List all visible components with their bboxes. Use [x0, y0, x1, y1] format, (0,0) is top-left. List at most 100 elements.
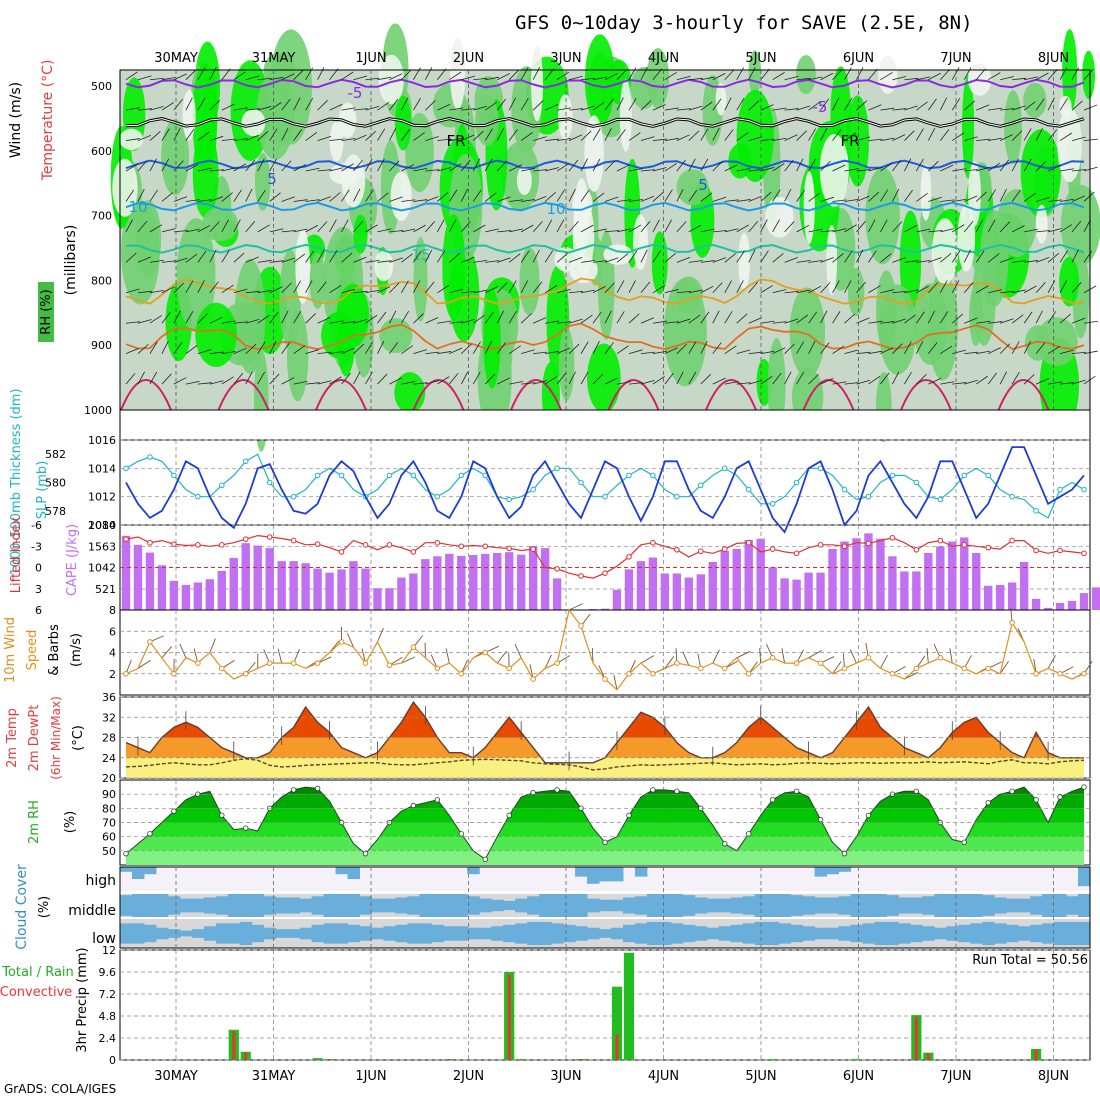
upper-wind-barb: [820, 160, 831, 172]
surface-wind-barb: [640, 655, 655, 664]
upper-wind-barb: [329, 351, 344, 355]
upper-wind-barb: [580, 289, 595, 294]
cape-bar: [1067, 600, 1077, 610]
cape-bar: [648, 557, 658, 610]
upper-wind-barb: [508, 129, 518, 141]
date-label-bottom: 2JUN: [453, 1069, 484, 1084]
surface-wind-barb: [849, 649, 857, 664]
cloud-cell: [467, 927, 480, 940]
wind-speed-line-point: [817, 660, 824, 666]
upper-wind-barb: [329, 284, 342, 294]
upper-wind-barb: [197, 349, 212, 355]
cloud-cell: [215, 923, 229, 944]
temp-contour-20: [125, 277, 1085, 305]
cape-bar: [912, 571, 921, 610]
upper-wind-barb: [976, 138, 991, 141]
rh-patch: [379, 318, 413, 354]
pressure-tick: 600: [91, 145, 112, 158]
cape-bar: [960, 537, 969, 610]
upper-wind-barb: [820, 127, 828, 141]
cloud-cell: [634, 896, 648, 915]
cloud-cell: [527, 921, 540, 946]
upper-wind-barb: [317, 221, 328, 233]
precip-total-bar: [611, 986, 623, 1060]
upper-wind-barb: [533, 136, 547, 141]
cloud-high-cell: [826, 867, 840, 875]
cloud-cell: [551, 923, 564, 944]
pressure-tick: 1000: [84, 404, 112, 417]
temp-contour-30: [900, 379, 952, 411]
upper-wind-barb: [496, 98, 506, 111]
upper-wind-barb: [389, 230, 404, 233]
cloud-cell: [814, 897, 828, 914]
cloud-cell: [994, 923, 1007, 944]
upper-wind-barb: [149, 224, 163, 233]
upper-wind-barb: [149, 158, 157, 172]
upper-wind-barb: [1071, 195, 1086, 202]
upper-wind-barb: [353, 256, 367, 263]
upper-wind-barb: [808, 311, 818, 324]
upper-wind-barb: [808, 373, 819, 385]
upper-wind-barb: [772, 219, 780, 233]
upper-wind-barb: [640, 249, 648, 263]
cape-bar: [1043, 607, 1053, 610]
rh-point: [913, 788, 920, 795]
upper-wind-barb: [281, 377, 295, 385]
upper-wind-barb: [868, 138, 883, 141]
upper-wind-barb: [856, 249, 864, 263]
cape-bar: [253, 545, 262, 610]
upper-wind-barb: [245, 160, 256, 172]
rh-patch: [796, 55, 816, 95]
upper-wind-barb: [520, 132, 533, 141]
upper-wind-barb: [868, 350, 883, 355]
upper-wind-barb: [964, 136, 978, 141]
temp-contour-30: [705, 379, 757, 411]
upper-wind-barb: [269, 76, 284, 81]
date-label-top: 1JUN: [355, 51, 386, 66]
cloud-cell: [563, 924, 576, 943]
upper-wind-barb: [724, 129, 734, 141]
cloud-cell: [730, 897, 744, 914]
upper-wind-barb: [185, 228, 200, 233]
upper-wind-barb: [125, 219, 133, 233]
upper-wind-barb: [616, 311, 625, 324]
upper-wind-barb: [880, 189, 889, 202]
cloud-cell: [131, 923, 145, 944]
upper-wind-barb: [125, 189, 135, 202]
cloud-cell: [491, 899, 504, 912]
cloud-cell: [299, 927, 313, 940]
upper-wind-barb: [197, 224, 211, 233]
upper-wind-barb: [1083, 138, 1098, 141]
tick-label: 4.8: [99, 1010, 117, 1023]
cape-bar: [1091, 587, 1100, 610]
upper-wind-barb: [257, 189, 266, 202]
upper-wind-barb: [508, 69, 520, 80]
wind-speed-line-point: [434, 665, 441, 672]
axis-label: (°C): [71, 725, 86, 751]
cape-bar: [505, 552, 514, 610]
upper-wind-barb: [532, 249, 540, 263]
upper-wind-barb: [472, 189, 482, 202]
upper-wind-barb: [916, 128, 924, 141]
upper-wind-barb: [581, 77, 596, 81]
upper-wind-barb: [904, 289, 919, 294]
upper-wind-barb: [413, 382, 428, 385]
rh-patch: [1062, 29, 1078, 115]
cloud-high-cell: [347, 867, 361, 879]
cloud-cell: [371, 927, 384, 940]
precip-conv-bar: [328, 1059, 332, 1060]
cape-bar: [361, 568, 370, 610]
upper-wind-barb: [425, 317, 439, 324]
cape-bar: [457, 555, 466, 610]
li-line-point: [721, 546, 728, 552]
upper-wind-barb: [413, 224, 426, 233]
axis-label: 2m DewPt: [27, 705, 42, 772]
cape-bar: [660, 573, 670, 610]
thickness-line-point: [841, 486, 848, 493]
axis-label: 1000-500mb Thickness (dm): [9, 388, 24, 575]
cape-bar: [828, 548, 837, 610]
cape-bar: [409, 573, 418, 610]
rh-dry-patch: [957, 204, 976, 272]
upper-wind-barb: [652, 350, 667, 355]
upper-wind-barb: [1011, 314, 1024, 324]
